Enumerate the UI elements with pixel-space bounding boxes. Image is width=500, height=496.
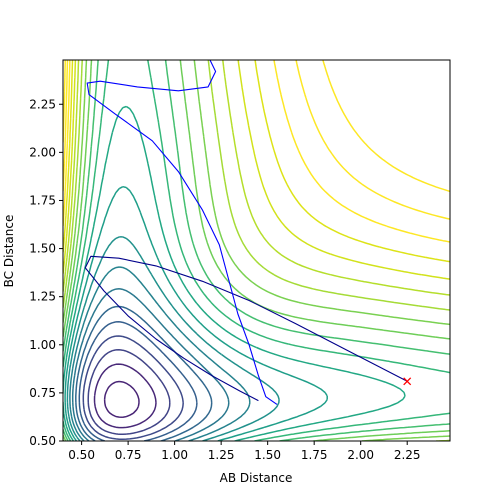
y-tick-label: 1.75	[29, 193, 56, 207]
contour-line	[93, 363, 157, 429]
contour-line	[63, 60, 450, 441]
y-axis: 0.50 0.75 1.00 1.25 1.50 1.75 2.00 2.25	[29, 97, 63, 448]
x-marker	[403, 377, 412, 386]
x-tick-label: 2.00	[347, 448, 374, 462]
x-tick-label: 1.75	[301, 448, 328, 462]
contour-line	[66, 236, 280, 441]
end-point-marker	[403, 377, 412, 386]
y-axis-label: BC Distance	[2, 215, 16, 288]
x-tick-label: 1.00	[161, 448, 188, 462]
trajectory-lines	[84, 60, 408, 405]
x-tick-label: 2.25	[394, 448, 421, 462]
contour-line	[87, 349, 171, 435]
contour-line	[63, 105, 406, 441]
x-tick-label: 1.25	[208, 448, 235, 462]
y-tick-label: 0.50	[29, 434, 56, 448]
x-tick-label: 1.50	[254, 448, 281, 462]
x-tick-label: 0.50	[68, 448, 95, 462]
contour-line	[78, 321, 198, 441]
contour-line	[103, 380, 140, 418]
y-tick-label: 0.75	[29, 386, 56, 400]
contour-line	[82, 335, 184, 440]
y-tick-label: 1.25	[29, 290, 56, 304]
y-tick-label: 2.00	[29, 145, 56, 159]
y-tick-label: 1.00	[29, 338, 56, 352]
trajectory-line	[86, 60, 278, 405]
trajectory-line	[84, 255, 408, 402]
contour-line	[71, 288, 230, 441]
contour-line	[69, 266, 251, 441]
plot-frame	[62, 59, 451, 442]
y-tick-label: 1.50	[29, 242, 56, 256]
contour-line	[63, 60, 450, 441]
x-tick-label: 0.75	[115, 448, 142, 462]
x-axis: 0.50 0.75 1.00 1.25 1.50 1.75 2.00 2.25	[68, 441, 421, 462]
y-tick-label: 2.25	[29, 97, 56, 111]
x-axis-label: AB Distance	[220, 471, 293, 485]
contour-line	[64, 185, 328, 441]
